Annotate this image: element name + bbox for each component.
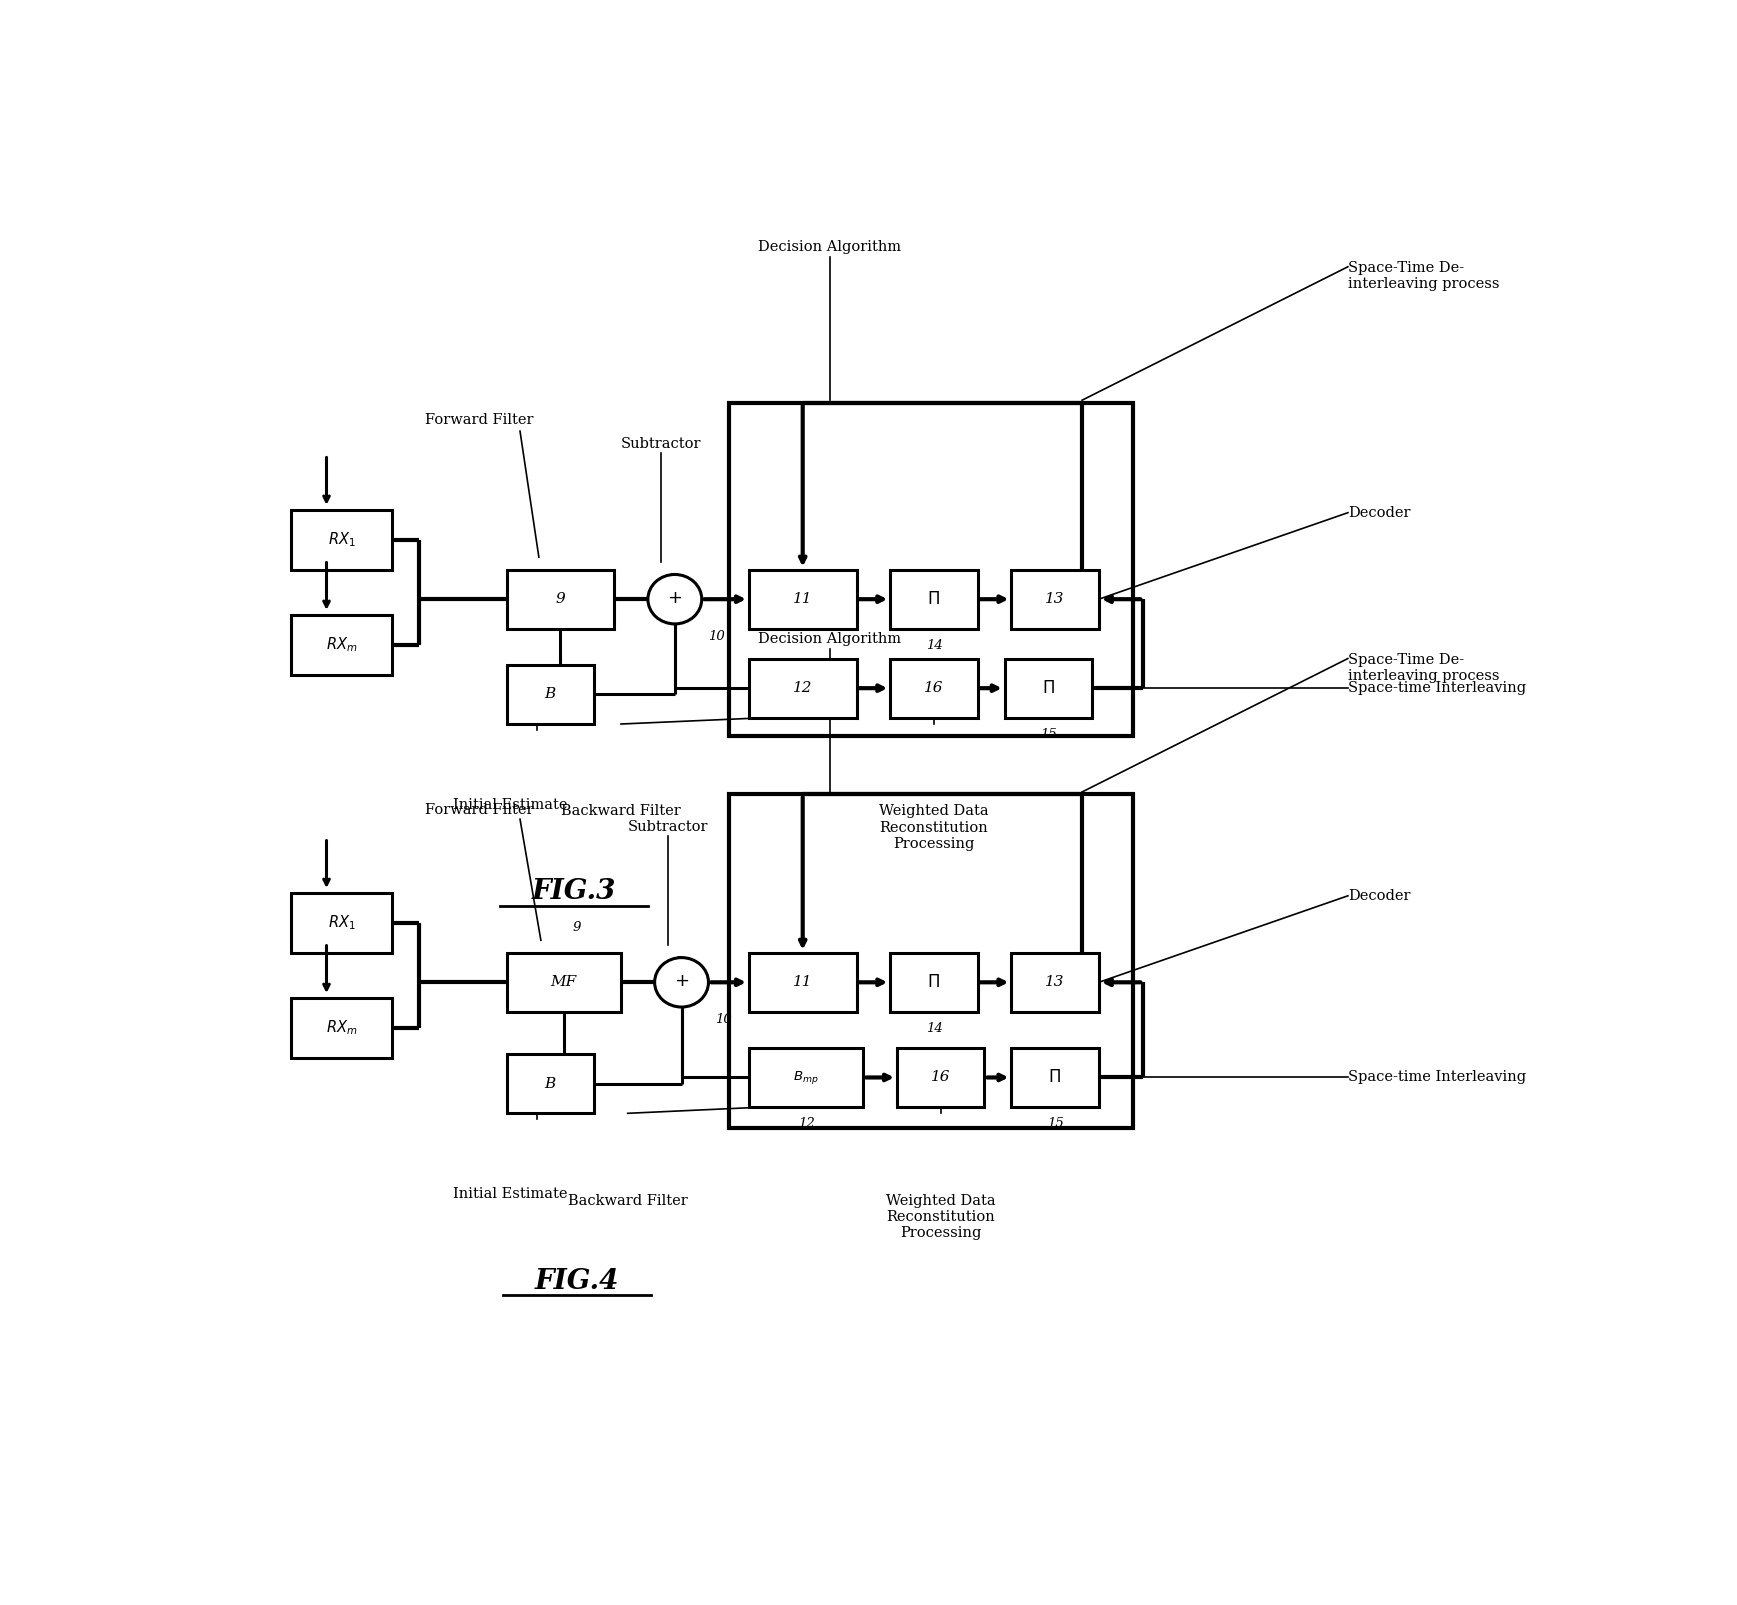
Text: 14: 14	[926, 1022, 943, 1035]
Bar	[730, 403, 1133, 737]
Text: Forward Filter: Forward Filter	[426, 802, 533, 817]
Text: Decoder: Decoder	[1348, 889, 1410, 902]
Text: Decision Algorithm: Decision Algorithm	[757, 632, 902, 647]
Text: 11: 11	[794, 592, 813, 607]
Text: Weighted Data
Reconstitution
Processing: Weighted Data Reconstitution Processing	[886, 1194, 995, 1241]
Text: Initial Estimate: Initial Estimate	[453, 1188, 568, 1202]
Text: Weighted Data
Reconstitution
Processing: Weighted Data Reconstitution Processing	[879, 804, 988, 851]
Text: Decoder: Decoder	[1348, 506, 1410, 520]
Text: $RX_1$: $RX_1$	[328, 913, 356, 933]
Text: 9: 9	[573, 921, 582, 934]
Text: 15: 15	[1040, 727, 1056, 742]
Text: 11: 11	[794, 976, 813, 989]
Bar	[507, 570, 615, 629]
Text: 12: 12	[797, 1117, 815, 1130]
Text: Subtractor: Subtractor	[622, 437, 702, 451]
Bar	[730, 794, 1133, 1128]
Text: $RX_1$: $RX_1$	[328, 531, 356, 549]
Text: Initial Estimate: Initial Estimate	[453, 798, 568, 812]
Bar	[891, 953, 978, 1013]
Text: 15: 15	[1047, 1117, 1063, 1130]
Bar	[1011, 953, 1100, 1013]
Bar	[896, 1048, 985, 1107]
Text: +: +	[667, 589, 683, 607]
Bar	[749, 658, 856, 717]
Text: Π: Π	[928, 591, 940, 608]
Bar	[507, 664, 594, 724]
Text: Π: Π	[1042, 679, 1054, 697]
Text: Space-time Interleaving: Space-time Interleaving	[1348, 681, 1527, 695]
Text: B: B	[545, 687, 556, 701]
Bar	[507, 953, 622, 1013]
Bar	[891, 570, 978, 629]
Text: 10: 10	[709, 631, 726, 644]
Text: 13: 13	[1046, 976, 1065, 989]
Text: Π: Π	[928, 973, 940, 992]
Bar	[749, 570, 856, 629]
Bar	[292, 510, 393, 570]
Text: Forward Filter: Forward Filter	[426, 414, 533, 427]
Text: -: -	[669, 565, 676, 581]
Bar	[292, 894, 393, 953]
Bar	[749, 953, 856, 1013]
Text: Subtractor: Subtractor	[627, 820, 709, 835]
Text: Space-time Interleaving: Space-time Interleaving	[1348, 1071, 1527, 1085]
Bar	[749, 1048, 863, 1107]
Bar	[507, 1054, 594, 1114]
Text: Space-Time De-
interleaving process: Space-Time De- interleaving process	[1348, 653, 1499, 684]
Bar	[1004, 658, 1093, 717]
Text: 13: 13	[1046, 592, 1065, 607]
Text: Π: Π	[1049, 1069, 1061, 1087]
Text: Backward Filter: Backward Filter	[568, 1194, 688, 1207]
Text: MF: MF	[551, 976, 577, 989]
Text: $RX_m$: $RX_m$	[327, 636, 358, 655]
Text: +: +	[674, 973, 690, 990]
Bar	[1011, 1048, 1100, 1107]
Text: Space-Time De-
interleaving process: Space-Time De- interleaving process	[1348, 262, 1499, 292]
Text: 10: 10	[716, 1013, 731, 1026]
Bar	[292, 615, 393, 674]
Text: FIG.4: FIG.4	[535, 1268, 620, 1295]
Text: FIG.3: FIG.3	[532, 878, 617, 905]
Text: B: B	[545, 1077, 556, 1091]
Text: -: -	[676, 949, 681, 963]
Text: 16: 16	[931, 1071, 950, 1085]
Circle shape	[648, 575, 702, 624]
Text: 14: 14	[926, 639, 943, 652]
Text: Backward Filter: Backward Filter	[561, 804, 681, 819]
Bar	[1011, 570, 1100, 629]
Text: 12: 12	[794, 681, 813, 695]
Text: $RX_m$: $RX_m$	[327, 1019, 358, 1037]
Bar	[891, 658, 978, 717]
Text: Decision Algorithm: Decision Algorithm	[757, 241, 902, 254]
Text: $B_{mp}$: $B_{mp}$	[794, 1069, 818, 1087]
Circle shape	[655, 958, 709, 1006]
Bar	[292, 998, 393, 1058]
Text: 16: 16	[924, 681, 943, 695]
Text: 9: 9	[556, 592, 565, 607]
